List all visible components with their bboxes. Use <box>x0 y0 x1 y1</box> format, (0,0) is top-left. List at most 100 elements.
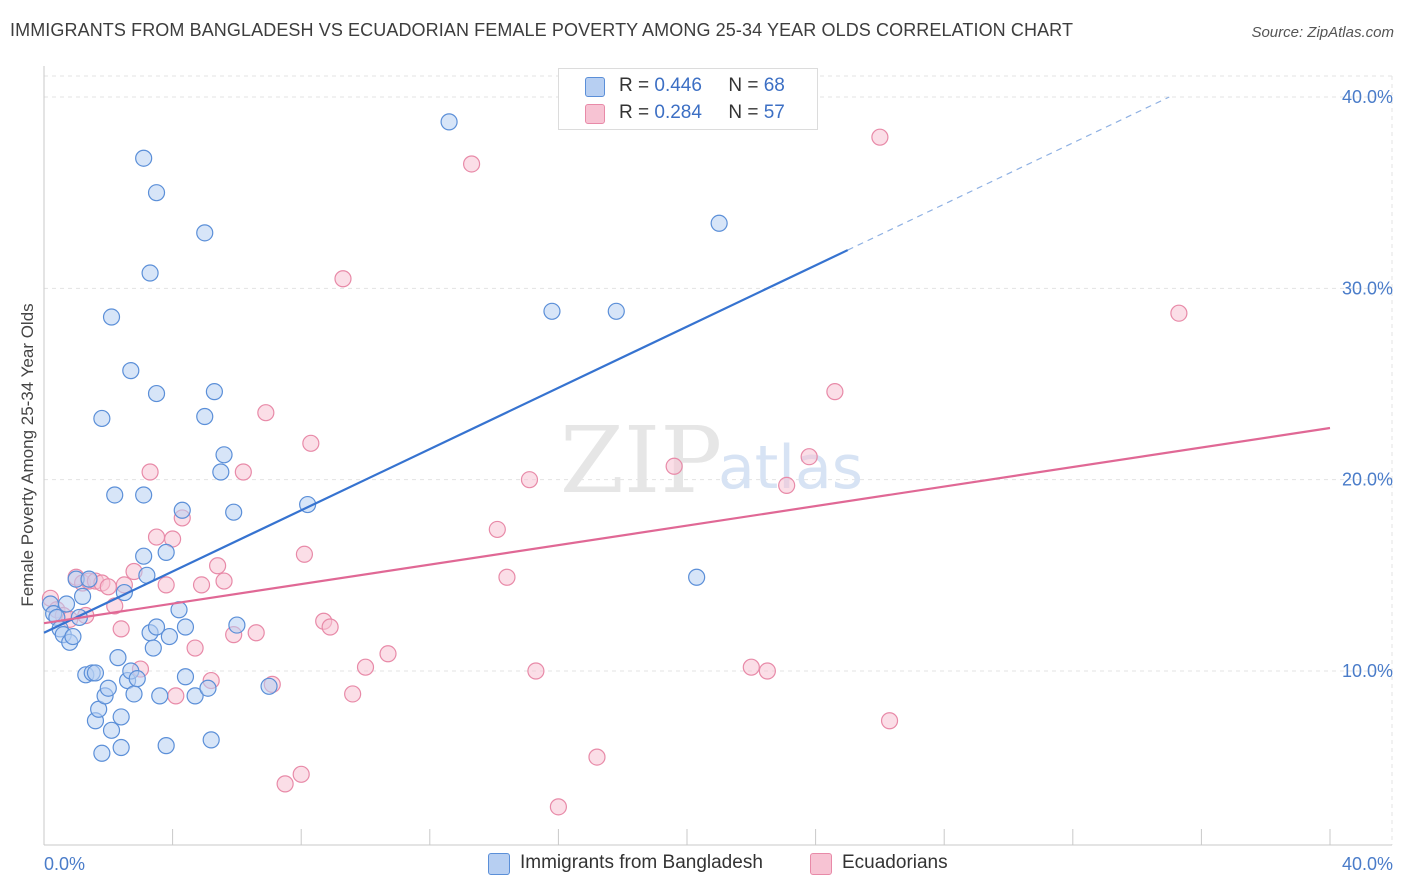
data-point-ecuadorians[interactable] <box>880 712 899 730</box>
data-point-bangladesh[interactable] <box>135 149 153 167</box>
data-point-ecuadorians[interactable] <box>549 798 568 816</box>
x-tick-labels: 0.0% 40.0% <box>44 854 1393 874</box>
data-point-bangladesh[interactable] <box>440 113 458 131</box>
data-point-ecuadorians[interactable] <box>379 645 397 663</box>
data-point-ecuadorians[interactable] <box>295 545 314 563</box>
legend-label: Immigrants from Bangladesh <box>520 852 763 873</box>
trend-line-bangladesh-extension <box>847 96 1170 251</box>
legend-swatch-blue <box>488 853 510 875</box>
data-point-bangladesh[interactable] <box>102 308 121 326</box>
data-point-bangladesh[interactable] <box>109 649 127 667</box>
data-point-bangladesh[interactable] <box>99 679 117 697</box>
data-point-bangladesh[interactable] <box>64 627 82 646</box>
stats-legend: R = 0.446 N = 68 R = 0.284 N = 57 <box>558 68 818 130</box>
data-point-ecuadorians[interactable] <box>209 557 227 575</box>
data-point-bangladesh[interactable] <box>199 679 217 697</box>
data-point-ecuadorians[interactable] <box>498 568 516 586</box>
data-point-bangladesh[interactable] <box>102 721 121 739</box>
chart-title: IMMIGRANTS FROM BANGLADESH VS ECUADORIAN… <box>10 20 1074 40</box>
data-point-bangladesh[interactable] <box>86 664 105 682</box>
data-point-ecuadorians[interactable] <box>302 434 320 452</box>
data-point-ecuadorians[interactable] <box>588 748 606 766</box>
watermark: ZIP atlas <box>560 407 863 514</box>
data-point-ecuadorians[interactable] <box>234 463 252 481</box>
data-point-bangladesh[interactable] <box>125 685 143 703</box>
data-point-bangladesh[interactable] <box>260 677 278 695</box>
data-point-bangladesh[interactable] <box>147 384 166 403</box>
data-point-ecuadorians[interactable] <box>488 520 506 539</box>
data-point-ecuadorians[interactable] <box>1170 304 1188 322</box>
data-point-ecuadorians[interactable] <box>147 528 166 546</box>
legend-r-label: R = <box>619 102 650 123</box>
data-point-ecuadorians[interactable] <box>871 128 889 146</box>
data-point-bangladesh[interactable] <box>607 302 625 320</box>
legend-r-value: 0.284 <box>654 102 702 123</box>
data-point-bangladesh[interactable] <box>93 409 111 428</box>
data-point-bangladesh[interactable] <box>135 486 153 504</box>
data-point-ecuadorians[interactable] <box>665 457 683 475</box>
data-point-bangladesh[interactable] <box>157 543 175 561</box>
legend-swatch-pink <box>810 853 832 875</box>
data-point-ecuadorians[interactable] <box>215 572 233 590</box>
data-point-bangladesh[interactable] <box>215 446 233 464</box>
data-point-ecuadorians[interactable] <box>247 624 265 642</box>
data-point-bangladesh[interactable] <box>228 616 246 634</box>
data-point-bangladesh[interactable] <box>144 639 162 657</box>
y-tick-label: 30.0% <box>1342 278 1393 298</box>
data-point-ecuadorians[interactable] <box>157 576 175 594</box>
data-point-bangladesh[interactable] <box>112 708 130 726</box>
data-point-ecuadorians[interactable] <box>141 463 159 481</box>
data-point-bangladesh[interactable] <box>688 568 706 586</box>
data-point-bangladesh[interactable] <box>147 184 166 202</box>
data-point-bangladesh[interactable] <box>106 486 124 504</box>
data-point-ecuadorians[interactable] <box>800 448 818 466</box>
data-point-bangladesh[interactable] <box>157 737 175 755</box>
data-point-bangladesh[interactable] <box>173 501 191 519</box>
data-point-bangladesh[interactable] <box>543 302 561 320</box>
data-point-bangladesh[interactable] <box>80 570 98 588</box>
data-point-ecuadorians[interactable] <box>758 662 776 680</box>
data-point-ecuadorians[interactable] <box>167 687 185 705</box>
data-point-bangladesh[interactable] <box>225 503 243 521</box>
data-point-bangladesh[interactable] <box>57 595 76 613</box>
data-point-bangladesh[interactable] <box>141 264 159 282</box>
data-point-bangladesh[interactable] <box>73 587 92 605</box>
data-point-ecuadorians[interactable] <box>778 476 796 495</box>
data-point-ecuadorians[interactable] <box>276 775 294 793</box>
data-point-ecuadorians[interactable] <box>334 270 352 288</box>
data-point-ecuadorians[interactable] <box>292 765 310 783</box>
data-point-ecuadorians[interactable] <box>527 662 545 680</box>
data-point-bangladesh[interactable] <box>128 670 146 688</box>
data-point-bangladesh[interactable] <box>112 738 130 757</box>
data-point-bangladesh[interactable] <box>176 618 195 636</box>
data-point-bangladesh[interactable] <box>147 618 166 636</box>
data-point-ecuadorians[interactable] <box>462 155 481 173</box>
data-point-bangladesh[interactable] <box>212 463 230 481</box>
data-point-bangladesh[interactable] <box>151 687 169 705</box>
x-tick-label: 0.0% <box>44 854 85 874</box>
data-point-bangladesh[interactable] <box>202 731 220 749</box>
data-point-ecuadorians[interactable] <box>192 576 211 594</box>
y-tick-label: 20.0% <box>1342 470 1393 490</box>
data-point-bangladesh[interactable] <box>196 224 214 242</box>
data-point-ecuadorians[interactable] <box>826 383 844 401</box>
data-point-bangladesh[interactable] <box>160 627 178 646</box>
legend-r-label: R = <box>619 75 650 96</box>
data-point-ecuadorians[interactable] <box>186 639 204 657</box>
data-point-ecuadorians[interactable] <box>99 578 117 596</box>
data-point-ecuadorians[interactable] <box>112 620 130 638</box>
data-point-ecuadorians[interactable] <box>321 618 339 636</box>
data-point-ecuadorians[interactable] <box>257 404 275 422</box>
data-point-bangladesh[interactable] <box>710 214 728 232</box>
data-point-ecuadorians[interactable] <box>742 658 760 676</box>
data-point-bangladesh[interactable] <box>205 383 223 401</box>
data-point-ecuadorians[interactable] <box>344 685 362 703</box>
data-point-ecuadorians[interactable] <box>520 471 539 489</box>
data-point-bangladesh[interactable] <box>186 687 204 705</box>
data-point-bangladesh[interactable] <box>135 547 153 565</box>
data-point-bangladesh[interactable] <box>176 668 195 686</box>
data-point-bangladesh[interactable] <box>93 744 111 762</box>
data-point-bangladesh[interactable] <box>122 362 140 380</box>
data-point-bangladesh[interactable] <box>196 407 214 426</box>
data-point-ecuadorians[interactable] <box>356 658 375 676</box>
